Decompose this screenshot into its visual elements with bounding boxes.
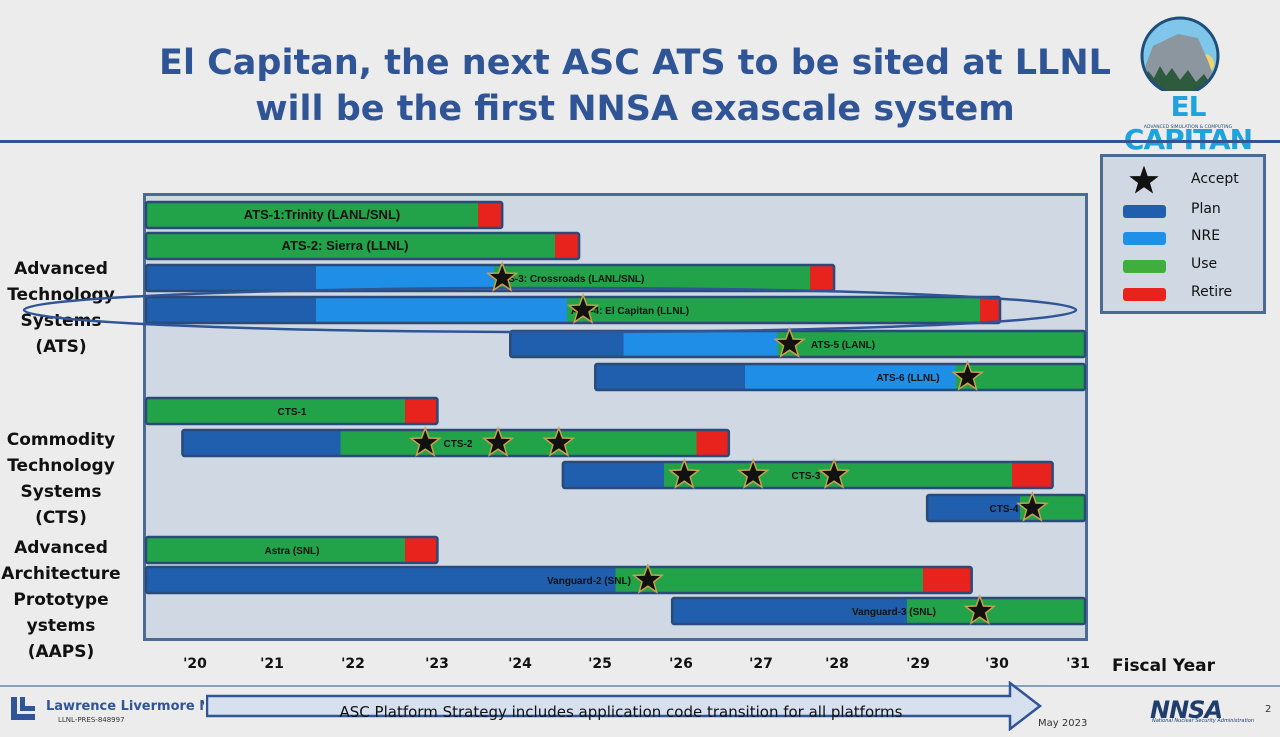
category-ats-line-1: Advanced (14, 259, 108, 279)
x-tick-label: '31 (1066, 656, 1090, 672)
legend-label-plan: Plan (1191, 201, 1221, 217)
x-tick-label: '25 (588, 656, 612, 672)
legend-item-nre: NRE (1103, 227, 1263, 251)
nnsa-logo: NNSA (1150, 696, 1223, 724)
legend-swatch-nre (1123, 232, 1166, 245)
bar-label: CTS-2 (444, 439, 473, 450)
category-ats-label: Advanced Technology Systems (ATS) (0, 256, 122, 360)
bar-label: CTS-3 (792, 471, 821, 482)
accept-star (817, 457, 851, 489)
accept-star (951, 359, 984, 391)
legend-label-retire: Retire (1191, 284, 1233, 300)
bar-label: Vanguard-2 (SNL) (547, 576, 631, 587)
x-tick-label: '29 (906, 656, 930, 672)
mountain-logo-icon (1140, 16, 1220, 96)
logo-wordmark: EL CAPITAN (1123, 90, 1253, 156)
x-tick-label: '23 (425, 656, 449, 672)
legend-item-plan: Plan (1103, 200, 1263, 224)
x-tick-label: '22 (341, 656, 365, 672)
accept-star (667, 457, 701, 489)
category-aaps-line-2: Architecture (1, 564, 121, 584)
llnl-logo-icon (11, 697, 35, 720)
category-cts-label: Commodity Technology Systems (CTS) (0, 427, 122, 531)
star-icon (1129, 166, 1159, 194)
legend-label-accept: Accept (1191, 171, 1239, 187)
legend-item-accept: Accept (1103, 166, 1263, 194)
accept-star (773, 326, 806, 358)
category-aaps-line-1: Advanced (14, 538, 108, 558)
bar-label: ATS-6 (LLNL) (876, 373, 939, 384)
x-tick-label: '30 (985, 656, 1009, 672)
bar-label: ATS-3: Crossroads (LANL/SNL) (496, 274, 645, 285)
legend-label-nre: NRE (1191, 228, 1221, 244)
legend-label-use: Use (1191, 256, 1218, 272)
x-tick-label: '26 (669, 656, 693, 672)
logo-subtitle: ADVANCED SIMULATION & COMPUTING (1143, 125, 1233, 130)
bar-vanguard-2-snl (144, 565, 973, 595)
bar-label: Vanguard-3 (SNL) (852, 607, 936, 618)
x-tick-label: '27 (749, 656, 773, 672)
title-line-1: El Capitan, the next ASC ATS to be sited… (159, 43, 1111, 83)
bar-astra-snl (144, 535, 439, 565)
presentation-date: May 2023 (1038, 718, 1088, 729)
bar-label: ATS-2: Sierra (LLNL) (282, 238, 409, 253)
category-aaps-line-4: ystems (AAPS) (26, 616, 96, 662)
footer-divider (0, 685, 1280, 687)
legend-swatch-plan (1123, 205, 1166, 218)
bar-cts-2 (181, 428, 731, 458)
x-axis-label: Fiscal Year (1112, 656, 1215, 676)
category-aaps-line-3: Prototype (13, 590, 109, 610)
legend-swatch-use (1123, 260, 1166, 273)
accept-star (566, 292, 600, 324)
bar-label: ATS-4: El Capitan (LLNL) (571, 306, 689, 317)
bar-label: ATS-1:Trinity (LANL/SNL) (244, 207, 400, 222)
accept-star (485, 260, 519, 292)
bar-ats-4-el-capitan-llnl (144, 295, 1002, 325)
chart-legend: Accept Plan NRE Use Retire (1100, 154, 1266, 314)
legend-item-retire: Retire (1103, 283, 1263, 307)
category-cts-line-2: Technology (7, 456, 115, 476)
bar-cts-4 (925, 493, 1087, 523)
slide-title: El Capitan, the next ASC ATS to be sited… (140, 40, 1130, 132)
x-tick-label: '24 (508, 656, 532, 672)
bar-label: Astra (SNL) (264, 546, 319, 557)
accept-star (1016, 490, 1049, 522)
title-divider (0, 140, 1280, 143)
strategy-arrow-text: ASC Platform Strategy includes applicati… (339, 703, 903, 721)
accept-star (481, 425, 515, 457)
accept-star (631, 562, 665, 594)
bar-ats-1-trinity-lanl-snl (144, 200, 504, 230)
accept-star (736, 457, 770, 489)
strategy-arrow-icon (206, 681, 1043, 731)
title-line-2: will be the first NNSA exascale system (255, 89, 1015, 129)
bar-ats-6-llnl (594, 362, 1087, 392)
category-aaps-label: Advanced Architecture Prototype ystems (… (0, 535, 122, 665)
bar-label: ATS-5 (LANL) (811, 340, 875, 351)
legend-swatch-retire (1123, 288, 1166, 301)
highlight-ellipse (22, 286, 1078, 334)
category-cts-line-3: Systems (CTS) (20, 482, 102, 528)
legend-item-use: Use (1103, 255, 1263, 279)
accept-star (408, 425, 442, 457)
category-cts-line-1: Commodity (6, 430, 116, 450)
x-tick-label: '28 (825, 656, 849, 672)
bar-ats-3-crossroads-lanl-snl (144, 263, 836, 293)
accept-star (963, 593, 997, 625)
bar-label: CTS-1 (278, 407, 307, 418)
el-capitan-logo: EL CAPITAN ADVANCED SIMULATION & COMPUTI… (1108, 16, 1268, 156)
lab-name: Lawrence Livermore National Laboratory (46, 699, 204, 714)
bar-label: CTS-4 (990, 504, 1019, 515)
bar-cts-1 (144, 396, 439, 426)
page-number: 2 (1265, 704, 1272, 715)
x-tick-label: '21 (260, 656, 284, 672)
nnsa-subtitle: National Nuclear Security Administration (1152, 718, 1255, 724)
bar-ats-2-sierra-llnl (144, 231, 581, 261)
document-id: LLNL-PRES-848997 (58, 716, 125, 724)
x-tick-label: '20 (183, 656, 207, 672)
accept-star (542, 425, 576, 457)
